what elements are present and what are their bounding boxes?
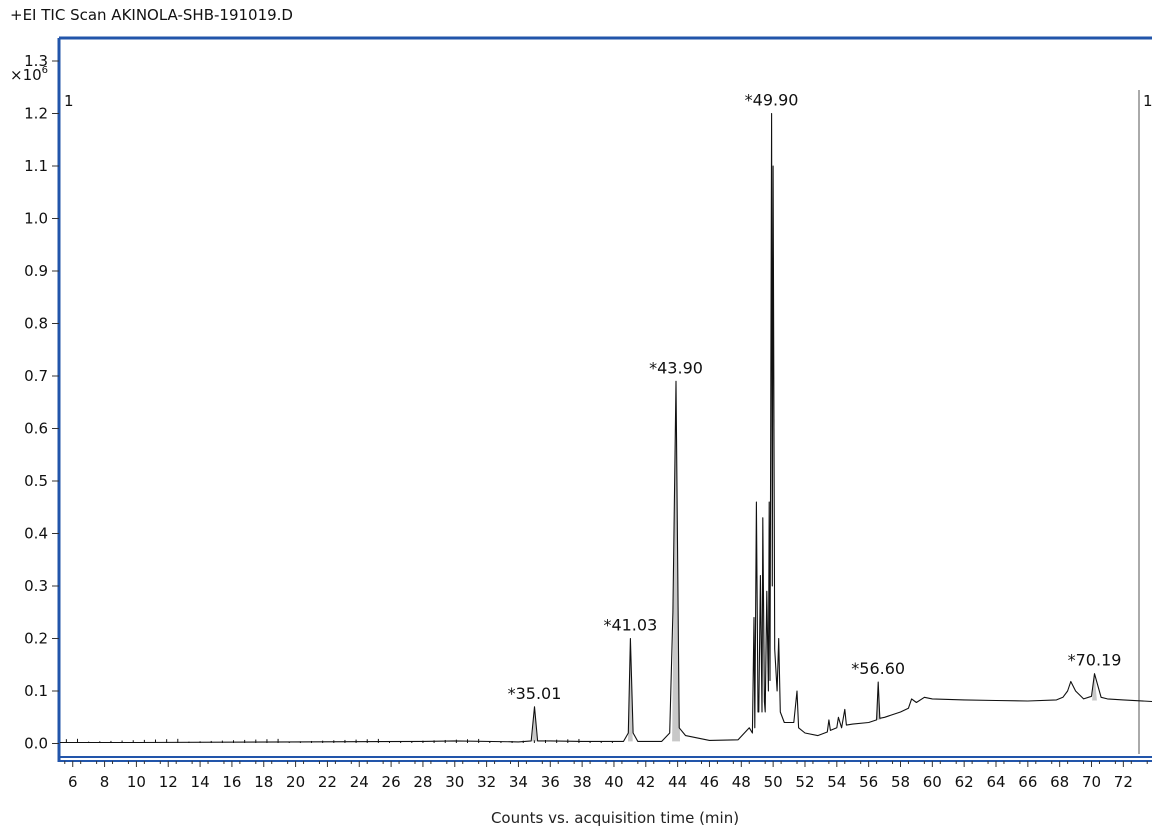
x-tick-label: 8	[100, 773, 110, 791]
x-tick-label: 46	[700, 773, 719, 791]
y-tick-label: 0.7	[24, 367, 48, 385]
x-tick-label: 20	[286, 773, 305, 791]
x-tick-label: 44	[668, 773, 687, 791]
x-tick-label: 30	[445, 773, 464, 791]
tic-trace-line	[60, 112, 1152, 744]
peak-label: *35.01	[508, 684, 562, 703]
x-tick-label: 68	[1050, 773, 1069, 791]
x-tick-label: 54	[827, 773, 846, 791]
y-tick-label: 0.3	[24, 577, 48, 595]
x-tick-label: 38	[573, 773, 592, 791]
y-tick-label: 0.5	[24, 472, 48, 490]
x-tick-label: 18	[254, 773, 273, 791]
x-tick-label: 64	[986, 773, 1005, 791]
x-tick-label: 52	[795, 773, 814, 791]
x-tick-label: 48	[732, 773, 751, 791]
y-tick-label: 1.1	[24, 157, 48, 175]
x-tick-label: 34	[509, 773, 528, 791]
x-tick-label: 14	[191, 773, 210, 791]
peak-label: *43.90	[649, 358, 703, 377]
x-tick-label: 10	[127, 773, 146, 791]
x-tick-label: 58	[891, 773, 910, 791]
y-multiplier-label: ×106	[10, 65, 48, 84]
y-tick-label: 0.4	[24, 525, 48, 543]
x-tick-label: 36	[541, 773, 560, 791]
y-tick-label: 0.1	[24, 682, 48, 700]
x-tick-label: 66	[1018, 773, 1037, 791]
marker-label-left: 1	[64, 92, 74, 110]
x-tick-label: 40	[604, 773, 623, 791]
x-axis-title: Counts vs. acquisition time (min)	[491, 809, 739, 827]
x-tick-label: 24	[350, 773, 369, 791]
x-tick-label: 42	[636, 773, 655, 791]
x-tick-label: 50	[764, 773, 783, 791]
peak-label: *41.03	[603, 616, 657, 635]
x-tick-label: 72	[1114, 773, 1133, 791]
x-tick-label: 26	[382, 773, 401, 791]
peak-fill	[1092, 673, 1097, 701]
series-trace	[60, 112, 1152, 744]
y-tick-label: 0.2	[24, 630, 48, 648]
peak-label: *56.60	[851, 659, 905, 678]
peak-fill	[532, 706, 537, 742]
y-tick-label: 0.6	[24, 420, 48, 438]
peak-label: *70.19	[1068, 651, 1122, 670]
x-tick-label: 70	[1082, 773, 1101, 791]
peak-fills	[532, 381, 1097, 742]
x-tick-label: 60	[923, 773, 942, 791]
x-tick-label: 28	[413, 773, 432, 791]
chart-title: +EI TIC Scan AKINOLA-SHB-191019.D	[10, 6, 293, 24]
x-tick-label: 56	[859, 773, 878, 791]
y-axis: 0.0 0.1 0.2 0.3 0.4 0.5 0.6 0.7 0.8 0.9 1.0 1.1 1.2 1…	[24, 52, 59, 753]
x-axis: 6 8 10 12 14 16 18 20 22 24 26 28 30 32 34 36 38 40 42 44 46…	[64, 761, 1148, 791]
y-tick-label: 0.9	[24, 262, 48, 280]
peak-labels: *35.01 *41.03 *43.90 *49.90 *56.60 *70.19	[508, 91, 1122, 703]
x-tick-label: 32	[477, 773, 496, 791]
x-tick-label: 6	[68, 773, 78, 791]
y-tick-label: 0.0	[24, 735, 48, 753]
y-tick-label: 1.2	[24, 105, 48, 123]
marker-label-right: 1	[1143, 92, 1152, 110]
peak-label: *49.90	[745, 91, 799, 110]
y-tick-label: 1.3	[24, 52, 48, 70]
x-tick-label: 16	[222, 773, 241, 791]
x-tick-label: 62	[955, 773, 974, 791]
x-tick-label: 22	[318, 773, 337, 791]
y-tick-label: 1.0	[24, 210, 48, 228]
x-tick-label: 12	[159, 773, 178, 791]
y-tick-label: 0.8	[24, 315, 48, 333]
